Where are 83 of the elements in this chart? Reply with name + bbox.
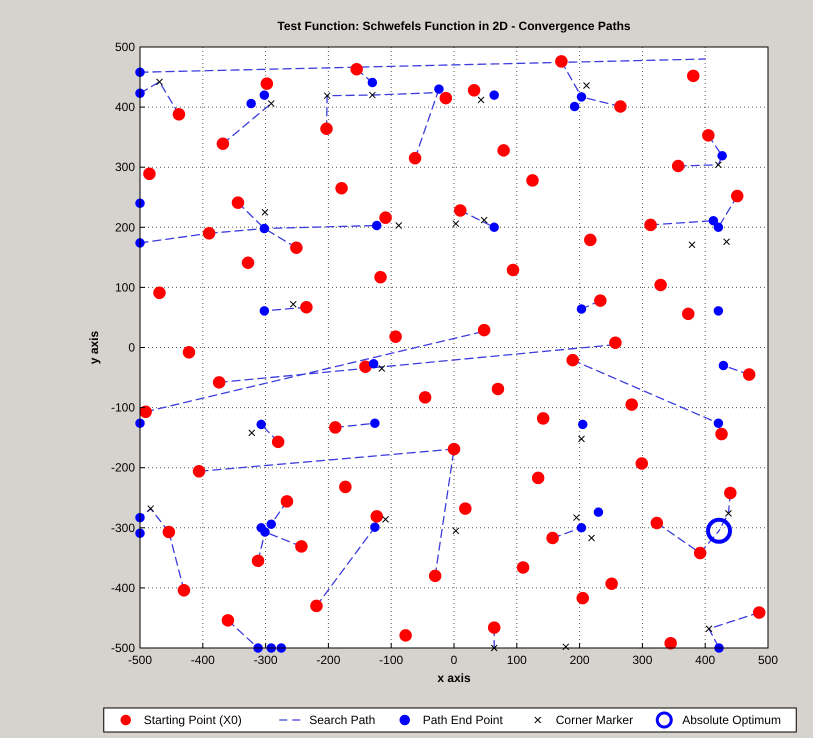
point xyxy=(478,96,485,104)
point xyxy=(570,102,580,112)
point xyxy=(372,220,382,230)
point xyxy=(260,90,270,100)
point xyxy=(708,216,718,226)
x-tick-label: 500 xyxy=(758,653,778,667)
y-tick-label: -400 xyxy=(110,580,136,595)
x-tick-label: 100 xyxy=(506,653,528,667)
point xyxy=(705,625,712,632)
point xyxy=(260,527,270,537)
legend-label: Absolute Optimum xyxy=(682,713,781,727)
point xyxy=(724,510,732,517)
point xyxy=(714,306,724,316)
y-tick-label: 500 xyxy=(114,40,136,54)
point xyxy=(452,527,460,534)
point xyxy=(578,435,585,442)
point xyxy=(290,300,297,308)
point xyxy=(714,222,724,232)
point xyxy=(370,418,380,428)
legend-label: Path End Point xyxy=(422,713,504,727)
point xyxy=(368,78,378,88)
point xyxy=(324,92,331,100)
point xyxy=(368,92,376,99)
point xyxy=(382,516,390,523)
point xyxy=(576,523,586,533)
y-tick-label: 0 xyxy=(128,340,136,354)
point xyxy=(490,644,498,652)
point xyxy=(714,161,722,168)
point xyxy=(718,360,728,370)
point xyxy=(723,238,730,246)
point xyxy=(489,222,499,232)
x-axis-title: x axis xyxy=(437,671,471,685)
x-tick-label: -500 xyxy=(128,653,152,667)
y-tick-label: 300 xyxy=(114,160,136,174)
y-tick-label: -100 xyxy=(110,400,136,415)
point xyxy=(562,643,570,650)
point xyxy=(489,90,499,100)
point xyxy=(594,507,604,517)
point xyxy=(260,306,270,316)
y-tick-label: -200 xyxy=(110,460,136,475)
point xyxy=(246,98,256,108)
point xyxy=(578,420,588,430)
x-tick-label: 300 xyxy=(632,653,653,667)
y-tick-label: 100 xyxy=(114,280,136,294)
point xyxy=(266,519,276,529)
x-tick-label: 0 xyxy=(450,653,458,667)
point xyxy=(378,365,386,372)
legend-label: Starting Point (X0) xyxy=(144,713,242,727)
x-tick-label: -400 xyxy=(190,653,216,667)
point xyxy=(583,82,590,89)
point xyxy=(714,418,724,428)
x-tick-label: -300 xyxy=(254,653,278,667)
x-tick-label: 400 xyxy=(695,653,716,667)
point xyxy=(156,78,163,86)
x-tick-label: -100 xyxy=(379,653,404,667)
point xyxy=(576,92,586,102)
point xyxy=(268,100,275,107)
chart-title: Test Function: Schwefels Function in 2D - Convergence Paths xyxy=(277,19,631,33)
point xyxy=(248,429,256,436)
point xyxy=(147,505,154,512)
legend-label: Corner Marker xyxy=(556,713,634,727)
point xyxy=(572,514,580,522)
point xyxy=(588,534,596,542)
point xyxy=(480,216,488,224)
y-tick-label: 400 xyxy=(114,100,136,114)
point xyxy=(576,304,586,314)
point xyxy=(434,84,444,94)
point xyxy=(395,222,402,229)
x-tick-label: -200 xyxy=(316,653,341,667)
y-tick-label: 200 xyxy=(114,220,136,234)
legend-label: Search Path xyxy=(309,713,376,727)
point xyxy=(368,358,378,368)
point xyxy=(256,420,266,430)
point xyxy=(261,208,268,216)
x-tick-label: 200 xyxy=(570,653,590,667)
y-tick-label: -300 xyxy=(110,520,136,535)
y-axis-title: y axis xyxy=(87,330,101,364)
point xyxy=(452,220,460,228)
point xyxy=(717,151,727,161)
point xyxy=(688,241,696,248)
point xyxy=(370,522,380,532)
point xyxy=(260,224,270,234)
y-tick-label: -500 xyxy=(110,641,136,655)
